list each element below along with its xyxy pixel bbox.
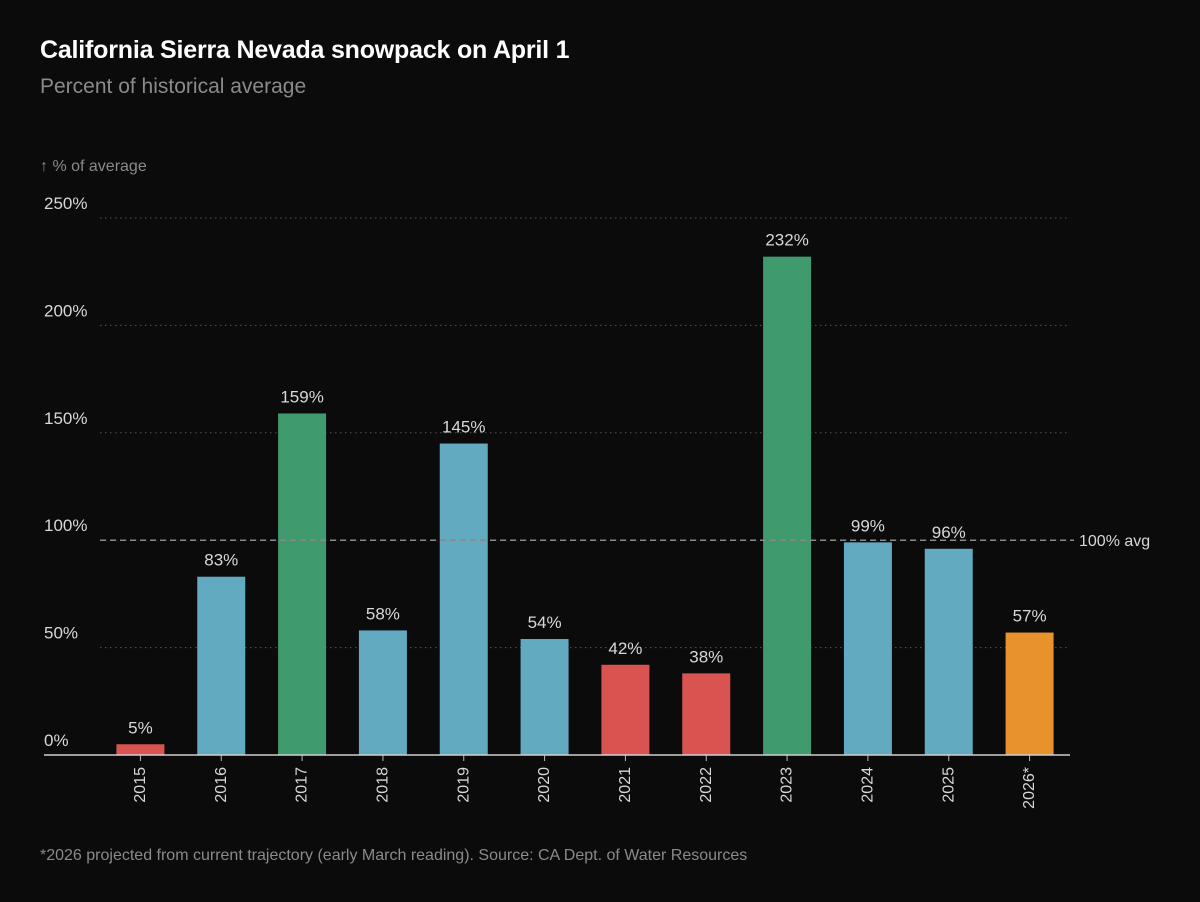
data-label: 54% [528, 613, 562, 632]
x-tick-label: 2024 [859, 767, 876, 803]
x-tick-label: 2017 [294, 767, 311, 803]
bar [278, 413, 327, 755]
x-tick-label: 2026* [1021, 767, 1038, 809]
data-label: 159% [280, 387, 323, 406]
data-label: 5% [128, 718, 153, 737]
data-labels: 5% 83% 159% 58% 145% 54% 42% 38% 232% 99% 96% 57% [128, 231, 1046, 738]
footnote: *2026 projected from current trajectory … [40, 847, 748, 864]
data-label: 38% [689, 647, 723, 666]
x-tick-label: 2021 [617, 767, 634, 803]
y-tick-label: 0% [44, 731, 69, 750]
x-tick-label: 2015 [132, 767, 149, 803]
bar [924, 548, 973, 755]
bars [116, 256, 1054, 755]
x-tick-label: 2025 [940, 767, 957, 803]
bar [682, 673, 731, 755]
x-tick-label: 2016 [213, 767, 230, 803]
reference-line-label: 100% avg [1079, 533, 1150, 550]
bar [1005, 632, 1054, 755]
data-label: 96% [932, 523, 966, 542]
x-tick-label: 2019 [455, 767, 472, 803]
y-tick-label: 150% [44, 409, 87, 428]
reference-line-group: 100% avg [100, 533, 1150, 550]
x-tick-label: 2023 [779, 767, 796, 803]
bar [439, 443, 488, 755]
y-axis-label: ↑ % of average [40, 158, 147, 175]
data-label: 58% [366, 604, 400, 623]
x-tick-label: 2022 [698, 767, 715, 803]
bar [843, 542, 892, 755]
bar [520, 639, 569, 755]
y-tick-label: 200% [44, 301, 87, 320]
x-tick-label: 2018 [374, 767, 391, 803]
bar [763, 256, 812, 755]
chart-title: California Sierra Nevada snowpack on Apr… [40, 36, 570, 64]
y-tick-label: 250% [44, 194, 87, 213]
chart-subtitle: Percent of historical average [40, 75, 307, 98]
data-label: 99% [851, 516, 885, 535]
data-label: 83% [204, 551, 238, 570]
y-tick-label: 50% [44, 624, 78, 643]
bar [358, 630, 407, 755]
y-axis-ticks: 0% 50% 100% 150% 200% 250% [44, 194, 87, 750]
x-axis-ticks: 2015 2016 2017 2018 2019 2020 2021 2022 2023 2024… [132, 755, 1038, 809]
y-tick-label: 100% [44, 516, 87, 535]
bar [601, 664, 650, 755]
bar [116, 744, 165, 755]
data-label: 232% [765, 231, 808, 250]
x-tick-label: 2020 [536, 767, 553, 803]
data-label: 42% [608, 639, 642, 658]
bar [197, 576, 246, 755]
data-label: 145% [442, 418, 485, 437]
gridlines [100, 217, 1070, 649]
data-label: 57% [1013, 607, 1047, 626]
